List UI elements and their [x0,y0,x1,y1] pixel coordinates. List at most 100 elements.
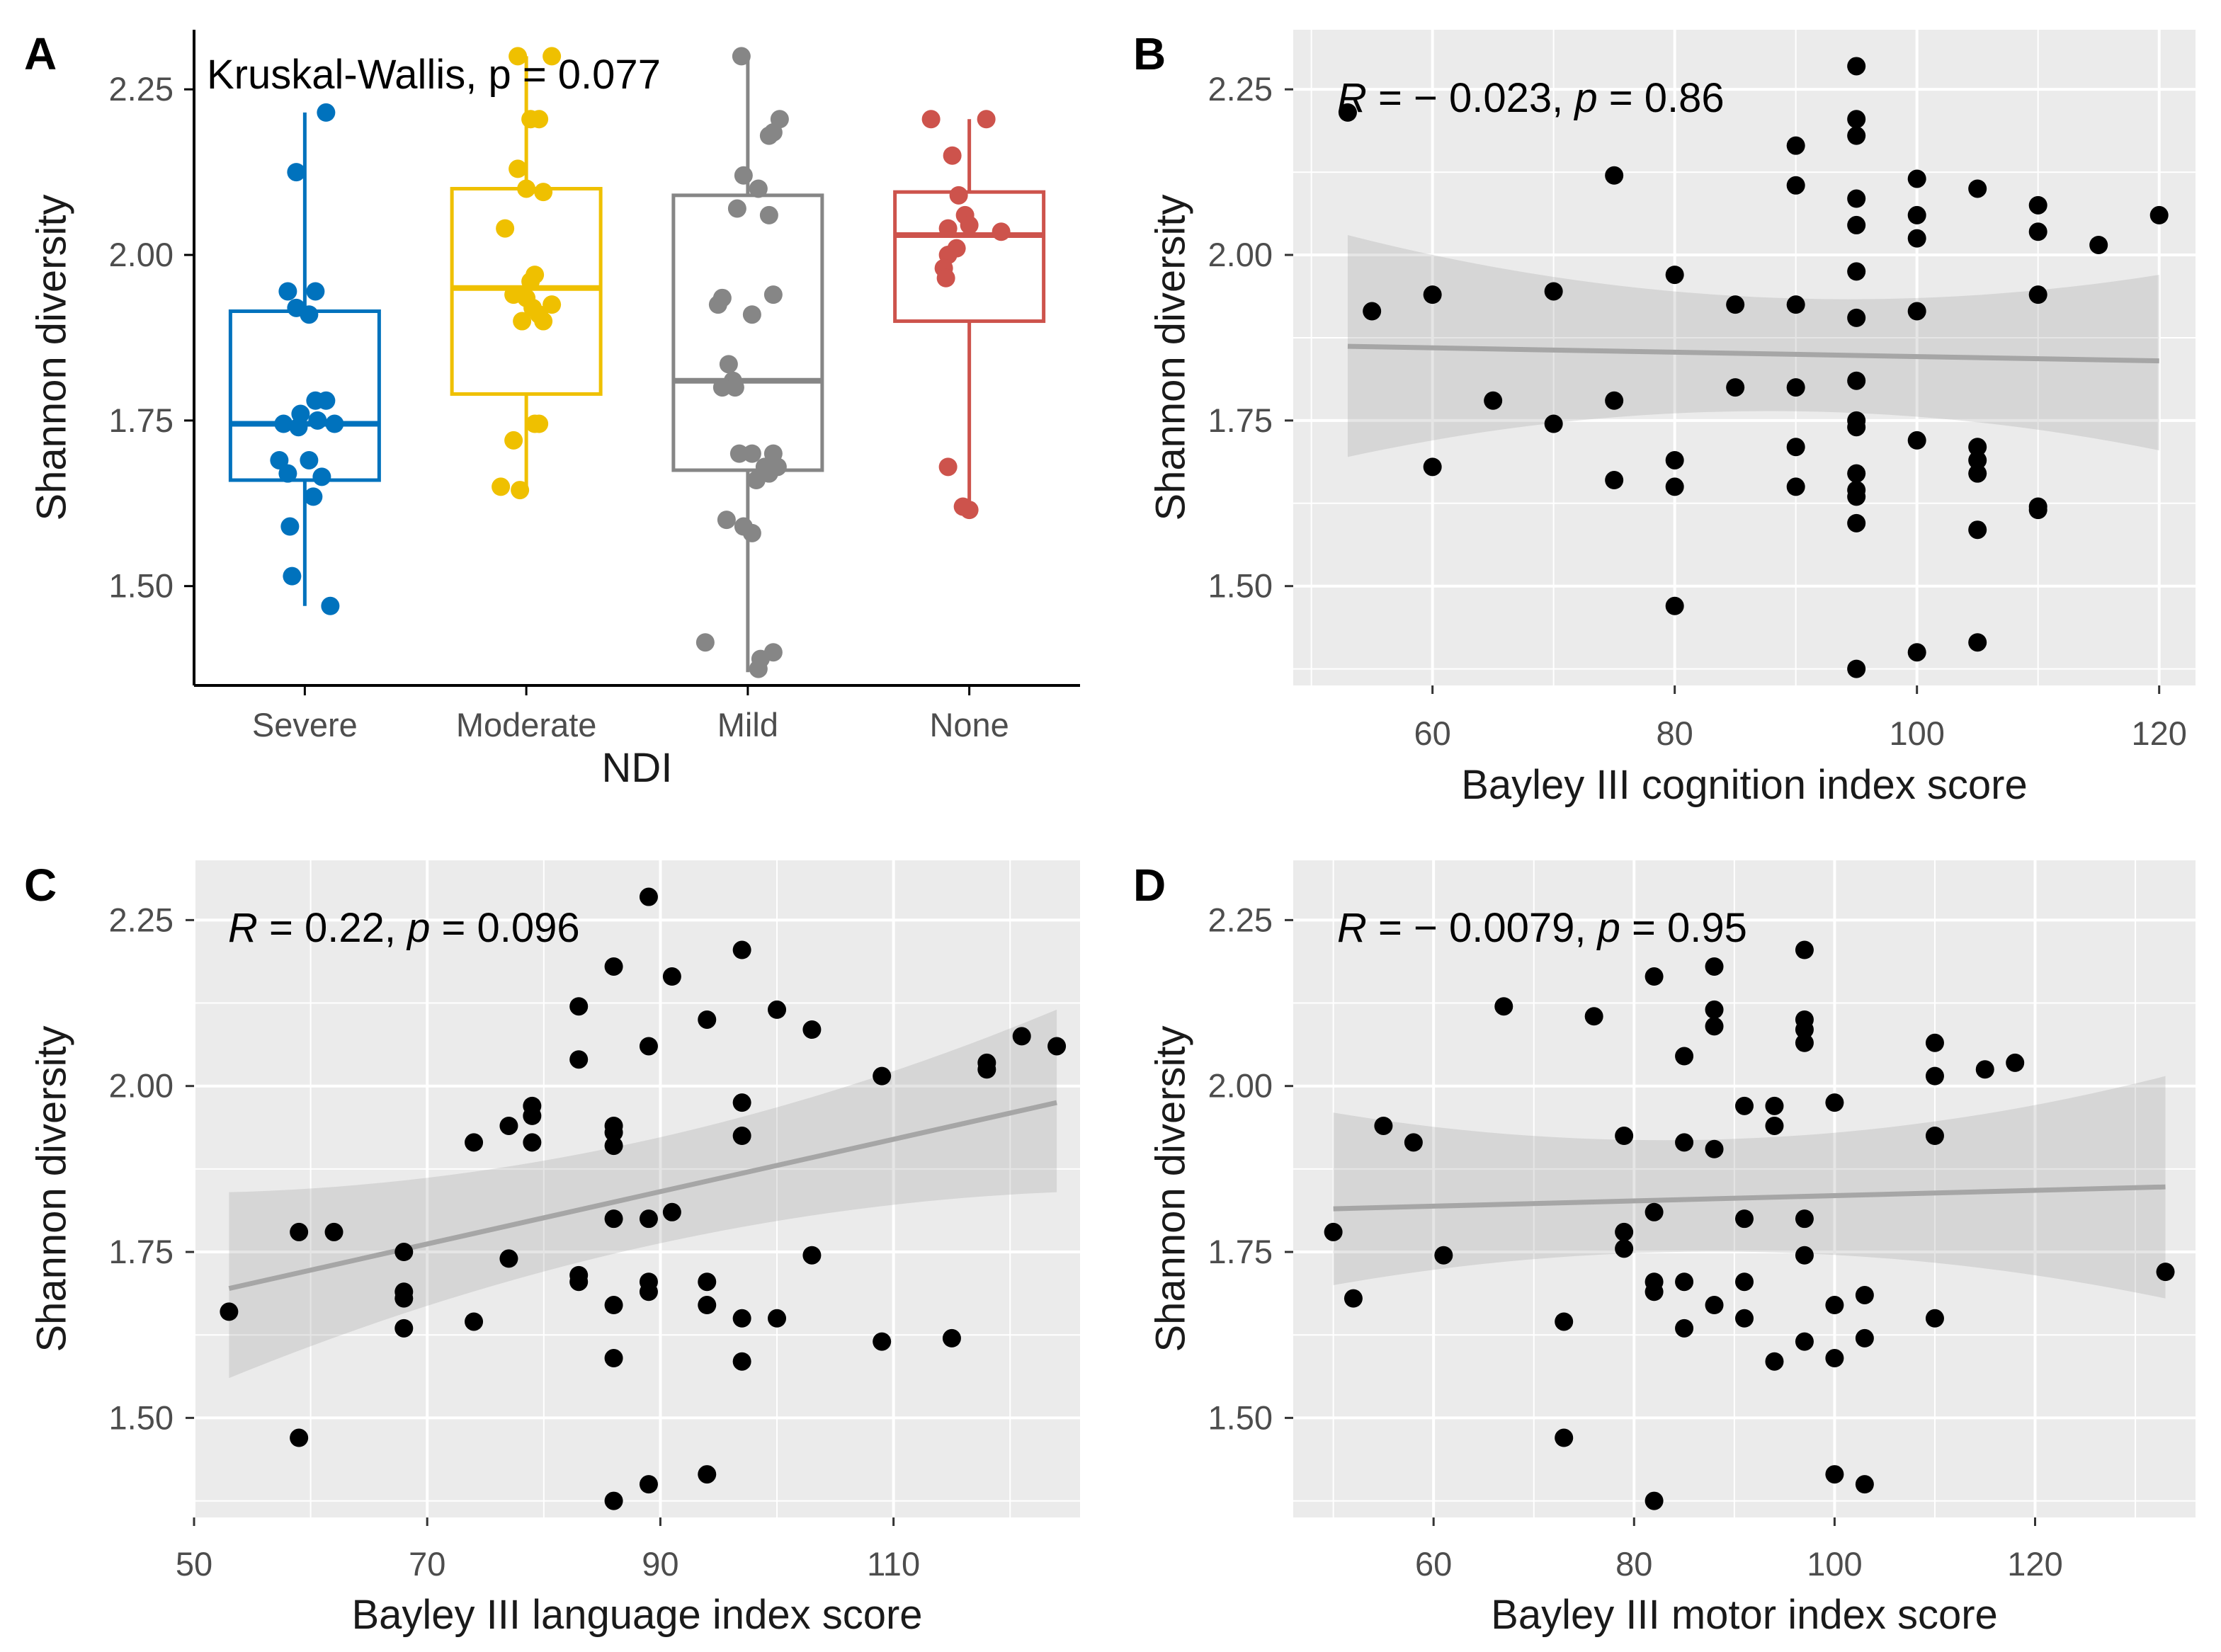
y-tick-label: 2.25 [109,70,174,108]
data-point [749,659,768,678]
annotation-p-value: = 0.86 [1598,75,1725,121]
data-point [511,481,530,500]
data-point [1968,179,1987,198]
data-point [220,1302,239,1321]
data-point [569,997,589,1016]
y-tick-label: 1.50 [109,1398,174,1436]
x-tick-label: 100 [1889,714,1944,752]
x-axis-title: Bayley III language index score [351,1592,922,1638]
data-point [639,887,658,906]
data-point [1968,450,1987,469]
data-point [802,1246,822,1265]
data-point [732,1093,751,1112]
data-point [936,268,955,287]
data-point [604,1137,623,1156]
data-point [1795,1332,1814,1351]
data-point [308,411,327,430]
annotation-r-label: R [1337,905,1367,951]
data-point [1735,1309,1754,1328]
panel-a: A 1.50 1.75 2.00 2.25 Severe Moderate Mild None K… [24,28,1080,791]
regression-line [1347,343,2159,364]
data-point [1907,643,1926,662]
data-point [759,126,778,145]
data-point [1825,1296,1844,1315]
data-point [317,103,336,122]
data-point [1675,1272,1694,1292]
data-point [270,450,289,469]
data-point [394,1289,414,1308]
data-point [2149,205,2169,224]
x-axis-title: Bayley III motor index score [1491,1592,1998,1638]
data-point [1434,1246,1453,1265]
data-point [604,1123,623,1142]
data-point [873,1066,892,1086]
data-point [742,305,761,324]
data-point [306,282,325,301]
data-point [1968,633,1987,652]
x-tick-label: 110 [867,1545,920,1583]
x-axis-title: NDI [602,745,673,791]
data-point [1735,1272,1754,1292]
data-point [300,450,319,469]
data-point [569,1272,589,1292]
annotation-r-label: R [1337,75,1367,121]
data-point [698,1010,717,1029]
y-tick-label: 1.75 [109,401,174,439]
data-point [304,487,323,506]
data-point [1907,205,1926,224]
data-point [1795,1246,1814,1265]
data-point [1423,457,1442,477]
data-point [1765,1116,1784,1135]
data-point [1374,1116,1393,1135]
y-axis-title: Shannon diversity [1147,194,1193,520]
box-none [893,190,1046,324]
data-point [698,1296,717,1315]
x-axis-title: Bayley III cognition index score [1461,762,2028,808]
data-point [768,1000,787,1019]
data-point [604,1296,623,1315]
annotation-r-label: R [228,905,258,951]
data-point [1544,282,1563,301]
data-point [1012,1027,1031,1046]
panel-d: D 60 80 100 120 1.50 1.75 2.00 2.25 R = − 0.0079,… [1133,860,2196,1638]
x-tick-label: 50 [176,1545,212,1583]
data-point [504,431,523,450]
data-point [1665,450,1684,469]
data-point [746,471,766,490]
data-point [639,1209,658,1229]
data-point [1847,418,1866,437]
data-point [1665,266,1684,285]
data-point [1705,957,1724,976]
data-point [278,282,297,301]
y-axis-title: Shannon diversity [1147,1025,1193,1352]
data-point [768,1309,787,1328]
data-point [1735,1209,1754,1229]
data-point [1825,1465,1844,1484]
y-tick-label: 1.75 [1208,401,1273,439]
y-tick-label: 1.50 [109,567,174,605]
data-point [1907,302,1926,321]
x-tick-label: 80 [1615,1545,1652,1583]
data-point [1925,1033,1944,1052]
data-point [732,940,751,959]
data-point [526,414,545,433]
data-point [1786,378,1805,397]
panel-letter: D [1133,860,1166,911]
data-point [1765,1096,1784,1115]
panel-c: C 50 70 90 110 1.50 1.75 2.00 2.25 R = 0.22, p = … [24,860,1080,1638]
data-point [1855,1475,1874,1494]
y-tick-label: 2.00 [1208,236,1273,273]
data-point [942,1328,961,1348]
data-point [509,159,528,178]
y-tick-label: 2.00 [109,1067,174,1105]
data-point [1847,57,1866,76]
data-point [2028,501,2047,520]
data-point [530,110,549,129]
y-tick-label: 1.75 [1208,1233,1273,1270]
data-point [1665,477,1684,496]
data-point [2028,195,2047,215]
annotation-r-value: = − 0.0079, [1367,905,1598,951]
data-point [1847,308,1866,327]
x-tick-label: 70 [409,1545,445,1583]
data-point [2028,285,2047,304]
